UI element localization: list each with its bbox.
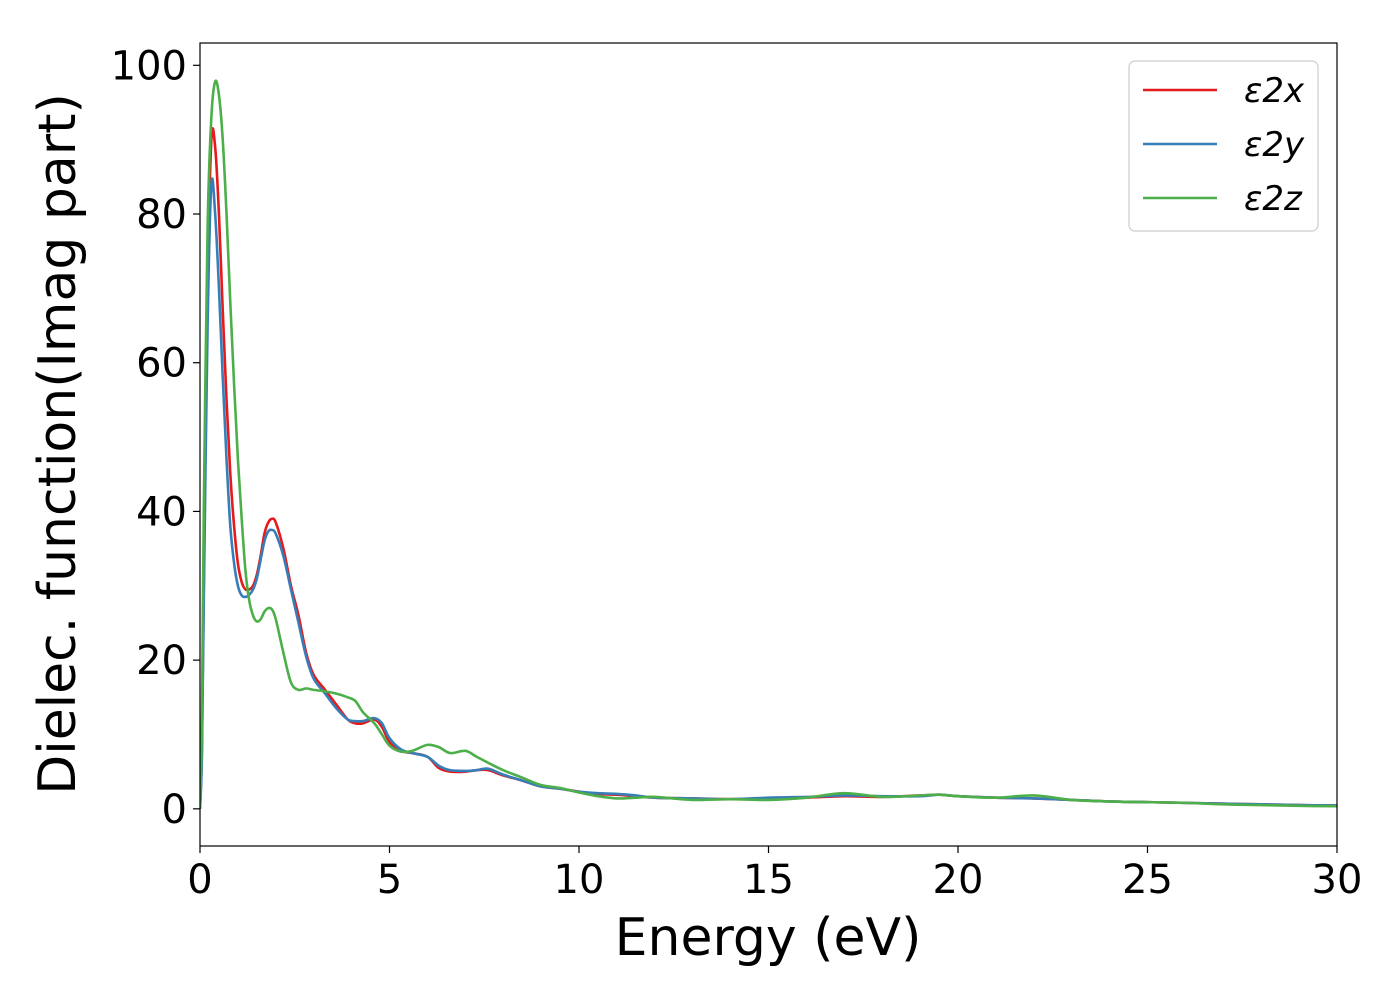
y-tick-label: 60 <box>136 341 187 387</box>
y-tick-label: 80 <box>136 192 187 238</box>
x-tick-label: 20 <box>933 857 984 903</box>
legend-box <box>1128 60 1319 232</box>
legend-label-2: ε2y <box>1244 125 1305 165</box>
x-tick-label: 0 <box>187 857 212 903</box>
series-line-3 <box>200 79 1337 809</box>
x-tick-label: 15 <box>743 857 794 903</box>
y-tick-label: 100 <box>111 43 187 89</box>
x-tick-label: 30 <box>1312 857 1363 903</box>
series-group <box>200 79 1337 809</box>
y-axis-title: Dielec. function(Imag part) <box>28 93 88 795</box>
x-tick-label: 5 <box>377 857 402 903</box>
legend: ε2x ε2y ε2z <box>1128 60 1319 232</box>
y-tick-label: 0 <box>162 787 187 833</box>
x-tick-label: 10 <box>554 857 605 903</box>
y-tick-label: 40 <box>136 489 187 535</box>
y-axis: 0 20 40 60 80 100 <box>111 43 200 833</box>
legend-label-1: ε2x <box>1244 71 1305 111</box>
x-tick-label: 25 <box>1122 857 1173 903</box>
legend-entries: ε2x ε2y ε2z <box>1143 71 1305 219</box>
y-tick-label: 20 <box>136 638 187 684</box>
x-axis-title: Energy (eV) <box>615 908 922 968</box>
x-axis: 0 5 10 15 20 25 30 <box>187 846 1362 903</box>
legend-label-3: ε2z <box>1244 179 1303 219</box>
